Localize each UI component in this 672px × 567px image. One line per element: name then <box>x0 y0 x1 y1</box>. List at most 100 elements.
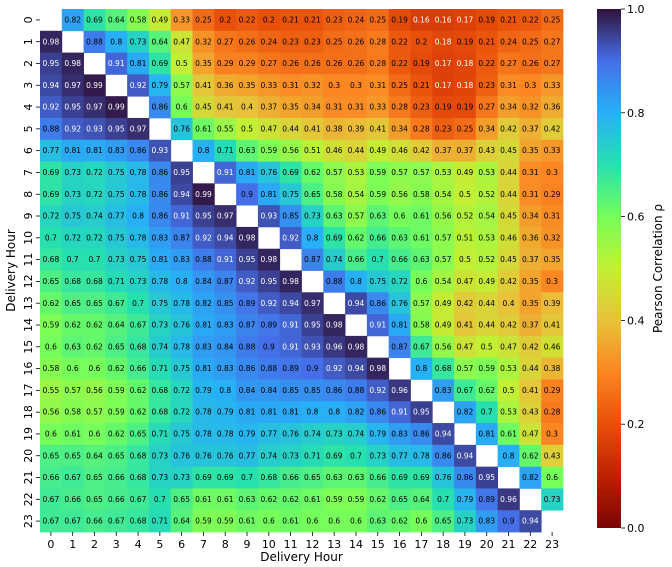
cell-value-label: 0.94 <box>348 299 365 308</box>
cell-value-label: 0.47 <box>522 430 539 439</box>
cell-value-label: 0.81 <box>64 146 81 155</box>
heatmap-cell <box>236 423 259 446</box>
heatmap-cell <box>214 52 237 75</box>
heatmap-cell <box>475 205 499 228</box>
cell-value-label: 0.25 <box>544 15 561 24</box>
heatmap-cell <box>279 292 302 315</box>
cell-value-label: 0.25 <box>391 81 408 90</box>
heatmap-cell <box>236 248 259 271</box>
heatmap-cell <box>541 226 564 250</box>
cell-value-label: 0.87 <box>217 277 234 286</box>
cell-value-label: 0.65 <box>64 451 81 460</box>
cell-value-label: 0.95 <box>195 212 212 221</box>
heatmap-cell <box>279 314 302 337</box>
heatmap-cell <box>61 139 84 162</box>
cell-value-label: 0.18 <box>435 37 452 46</box>
cell-value-label: 0.92 <box>326 364 343 373</box>
cell-value-label: 0.88 <box>348 386 365 395</box>
cell-value-label: 0.22 <box>391 59 408 68</box>
heatmap-cell <box>475 379 499 402</box>
cell-value-label: 0.26 <box>348 37 365 46</box>
heatmap-cell <box>214 379 237 402</box>
cell-value-label: 0.65 <box>304 190 321 199</box>
cell-value-label: 0.7 <box>89 255 101 264</box>
heatmap-cell <box>454 488 477 511</box>
heatmap-cell <box>214 335 237 359</box>
cell-value-label: 0.49 <box>435 299 452 308</box>
cell-value-label: 0.3 <box>546 430 558 439</box>
heatmap-cell <box>192 248 215 271</box>
heatmap-cell <box>410 270 433 293</box>
cell-value-label: 0.73 <box>304 212 321 221</box>
heatmap-cell <box>301 292 324 315</box>
heatmap-cell <box>40 335 63 359</box>
heatmap-cell <box>301 510 324 533</box>
heatmap-cell <box>541 183 564 206</box>
heatmap-cell <box>432 205 455 228</box>
heatmap-cell <box>192 117 215 141</box>
heatmap-cell <box>432 423 455 446</box>
heatmap-cell <box>127 423 150 446</box>
heatmap-cell <box>345 510 368 533</box>
cell-value-label: 0.27 <box>478 103 495 112</box>
cell-value-label: 0.26 <box>522 59 539 68</box>
cell-value-label: 0.81 <box>260 190 277 199</box>
heatmap-cell <box>410 226 433 250</box>
cell-value-label: 0.63 <box>413 255 430 264</box>
heatmap-cell <box>170 96 193 119</box>
cell-value-label: 0.79 <box>369 430 386 439</box>
heatmap-cell <box>432 357 455 380</box>
heatmap-cell <box>257 466 281 489</box>
heatmap-cell <box>257 335 281 359</box>
heatmap-cell <box>388 161 411 184</box>
cell-value-label: 0.52 <box>457 212 474 221</box>
heatmap-cell <box>475 488 499 511</box>
heatmap-cell <box>541 139 564 162</box>
cell-value-label: 0.16 <box>435 15 452 24</box>
heatmap-cell <box>454 161 477 184</box>
cell-value-label: 0.44 <box>500 168 517 177</box>
heatmap-cell <box>388 226 411 250</box>
cell-value-label: 0.71 <box>217 146 234 155</box>
cell-value-label: 0.99 <box>195 190 212 199</box>
cell-value-label: 0.76 <box>282 430 299 439</box>
heatmap-cell <box>236 52 259 75</box>
heatmap-cell <box>497 205 520 228</box>
heatmap-cell <box>366 52 390 75</box>
cell-value-label: 0.91 <box>369 321 386 330</box>
heatmap-cell <box>519 161 542 184</box>
cell-value-label: 0.82 <box>64 15 81 24</box>
y-tick-label: 2 <box>22 60 35 67</box>
cell-value-label: 0.92 <box>43 103 60 112</box>
cell-value-label: 0.88 <box>195 255 212 264</box>
heatmap-cell <box>170 161 193 184</box>
x-tick-label: 7 <box>200 538 207 551</box>
cell-value-label: 0.58 <box>43 364 60 373</box>
cell-value-label: 0.25 <box>326 37 343 46</box>
cell-value-label: 0.31 <box>348 103 365 112</box>
heatmap-cell <box>388 379 411 402</box>
heatmap-cell <box>475 292 499 315</box>
cell-value-label: 0.63 <box>369 517 386 526</box>
cell-value-label: 0.83 <box>478 517 495 526</box>
heatmap-cell <box>170 248 193 271</box>
cell-value-label: 0.75 <box>108 233 125 242</box>
cell-value-label: 0.29 <box>239 59 256 68</box>
heatmap-cell <box>257 74 281 97</box>
heatmap-cell <box>236 488 259 511</box>
heatmap-cell <box>279 74 302 97</box>
cell-value-label: 0.64 <box>108 321 125 330</box>
heatmap-cell <box>105 117 128 141</box>
cell-value-label: 0.63 <box>239 146 256 155</box>
cell-value-label: 0.53 <box>500 364 517 373</box>
heatmap-cell <box>170 74 193 97</box>
cell-value-label: 0.25 <box>195 15 212 24</box>
x-tick-label: 16 <box>393 538 407 551</box>
cell-value-label: 0.54 <box>435 190 452 199</box>
heatmap-cell <box>497 52 520 75</box>
cell-value-label: 0.94 <box>435 430 452 439</box>
heatmap-cell <box>323 226 346 250</box>
heatmap-cell <box>214 488 237 511</box>
cell-value-label: 0.65 <box>86 495 103 504</box>
heatmap-cell <box>301 74 324 97</box>
